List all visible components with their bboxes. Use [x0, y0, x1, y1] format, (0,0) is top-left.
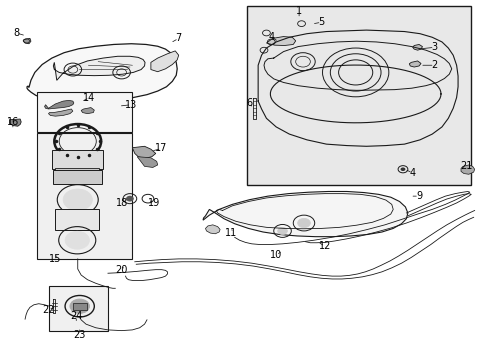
Circle shape: [70, 299, 89, 314]
Polygon shape: [44, 100, 74, 109]
Text: 3: 3: [431, 42, 437, 52]
Text: 4: 4: [268, 32, 274, 41]
Text: 9: 9: [415, 191, 421, 201]
Text: 21: 21: [459, 161, 471, 171]
Polygon shape: [203, 192, 407, 237]
Polygon shape: [27, 44, 177, 101]
Text: 7: 7: [175, 33, 182, 43]
Polygon shape: [48, 109, 73, 116]
Text: 11: 11: [225, 228, 237, 238]
Polygon shape: [266, 37, 295, 45]
Text: 13: 13: [125, 100, 137, 110]
Polygon shape: [460, 165, 474, 174]
Text: 1: 1: [295, 6, 302, 17]
Bar: [37, 92, 132, 132]
Circle shape: [297, 219, 310, 228]
Bar: [37, 134, 132, 259]
Circle shape: [65, 231, 89, 249]
Text: 23: 23: [73, 330, 86, 340]
Circle shape: [277, 227, 287, 234]
Polygon shape: [23, 39, 31, 44]
Bar: [49, 286, 108, 330]
Text: 18: 18: [115, 198, 127, 208]
Polygon shape: [137, 157, 158, 167]
Text: 4: 4: [409, 168, 415, 178]
Text: 17: 17: [155, 143, 167, 153]
Circle shape: [63, 189, 92, 211]
Bar: [246, 6, 470, 185]
Text: 16: 16: [7, 117, 19, 127]
Bar: [52, 149, 103, 169]
Polygon shape: [408, 61, 420, 67]
Bar: [55, 168, 99, 172]
Circle shape: [400, 167, 405, 171]
Circle shape: [126, 196, 134, 202]
Text: 24: 24: [70, 311, 82, 321]
Text: 6: 6: [246, 98, 252, 108]
Text: 12: 12: [318, 241, 330, 251]
Text: 10: 10: [269, 250, 282, 260]
Polygon shape: [81, 108, 94, 114]
Polygon shape: [53, 56, 145, 80]
Polygon shape: [132, 146, 156, 158]
Bar: [55, 209, 99, 230]
Polygon shape: [412, 44, 422, 50]
Bar: [73, 303, 86, 310]
Bar: [53, 170, 102, 184]
Text: 20: 20: [115, 265, 127, 275]
Polygon shape: [205, 225, 220, 234]
Polygon shape: [151, 51, 178, 72]
Text: 14: 14: [83, 93, 95, 103]
Polygon shape: [9, 119, 21, 126]
Text: 2: 2: [431, 60, 437, 70]
Text: 15: 15: [49, 254, 61, 264]
Text: 8: 8: [13, 28, 20, 38]
Text: 5: 5: [318, 17, 324, 27]
Text: 22: 22: [42, 305, 55, 315]
Text: 19: 19: [148, 198, 160, 208]
